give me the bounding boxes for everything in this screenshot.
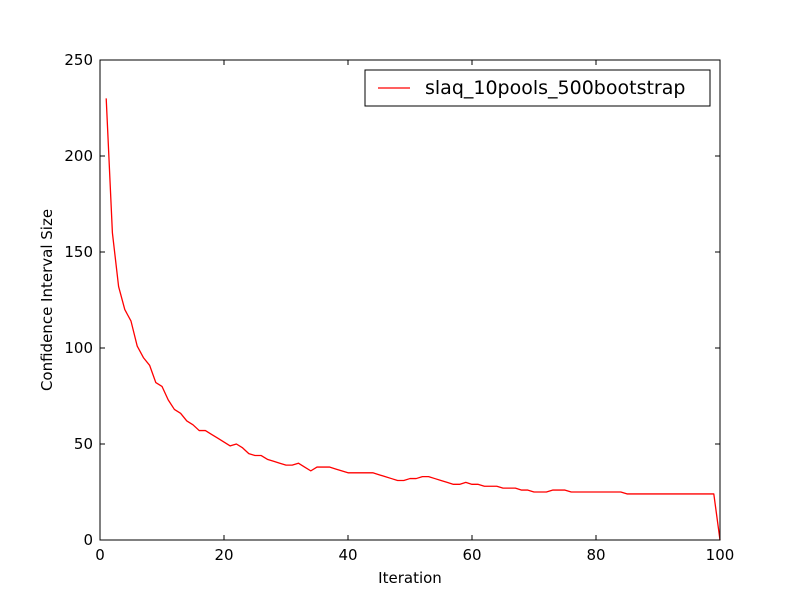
x-tick-label: 0 — [95, 546, 105, 564]
series-layer — [105, 98, 721, 541]
x-tick-label: 80 — [586, 546, 605, 564]
x-tick-label: 20 — [214, 546, 233, 564]
y-axis-title: Confidence Interval Size — [38, 209, 56, 391]
x-tick-label: 60 — [462, 546, 481, 564]
series-line — [105, 98, 721, 541]
y-tick-label: 200 — [64, 147, 93, 165]
legend-label: slaq_10pools_500bootstrap — [425, 77, 685, 99]
plot-background — [100, 60, 720, 540]
legend-box — [364, 69, 711, 107]
plot-frame — [99, 59, 721, 541]
x-tick-label: 100 — [706, 546, 735, 564]
y-tick-label: 250 — [64, 51, 93, 69]
y-tick-label: 150 — [64, 243, 93, 261]
y-tick-label: 50 — [74, 435, 93, 453]
x-tick-label: 40 — [338, 546, 357, 564]
x-axis-title: Iteration — [378, 569, 442, 587]
y-tick-label: 100 — [64, 339, 93, 357]
y-tick-label: 0 — [83, 531, 93, 549]
legend: slaq_10pools_500bootstrap — [364, 69, 711, 107]
tick-labels-layer: 0 20 40 60 80 100 0 50 100 150 200 250 — [64, 51, 734, 564]
